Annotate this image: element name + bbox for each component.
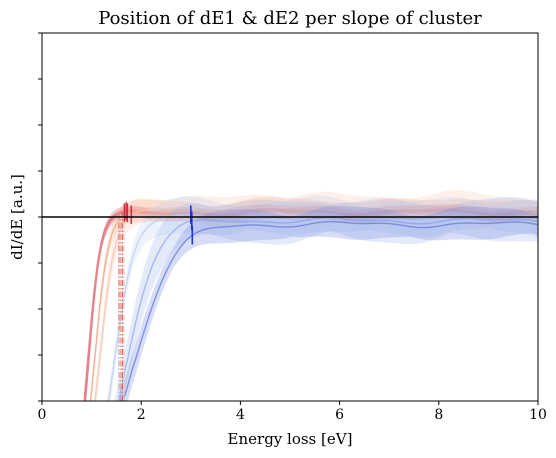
x-tick-label-4: 4 (236, 407, 245, 423)
x-axis: 0 2 4 6 8 10 (38, 401, 547, 423)
series-6-line (117, 216, 538, 401)
series-7-band (118, 205, 538, 401)
x-tick-label-10: 10 (529, 407, 547, 423)
x-tick-label-6: 6 (335, 407, 344, 423)
y-axis (38, 32, 42, 402)
y-axis-label: dI/dE [a.u.] (8, 174, 26, 260)
x-tick-label-0: 0 (38, 407, 47, 423)
chart-title: Position of dE1 & dE2 per slope of clust… (98, 8, 482, 29)
series-7-line (122, 221, 538, 401)
x-tick-label-2: 2 (137, 407, 146, 423)
x-axis-label: Energy loss [eV] (228, 430, 353, 448)
x-tick-label-8: 8 (434, 407, 443, 423)
